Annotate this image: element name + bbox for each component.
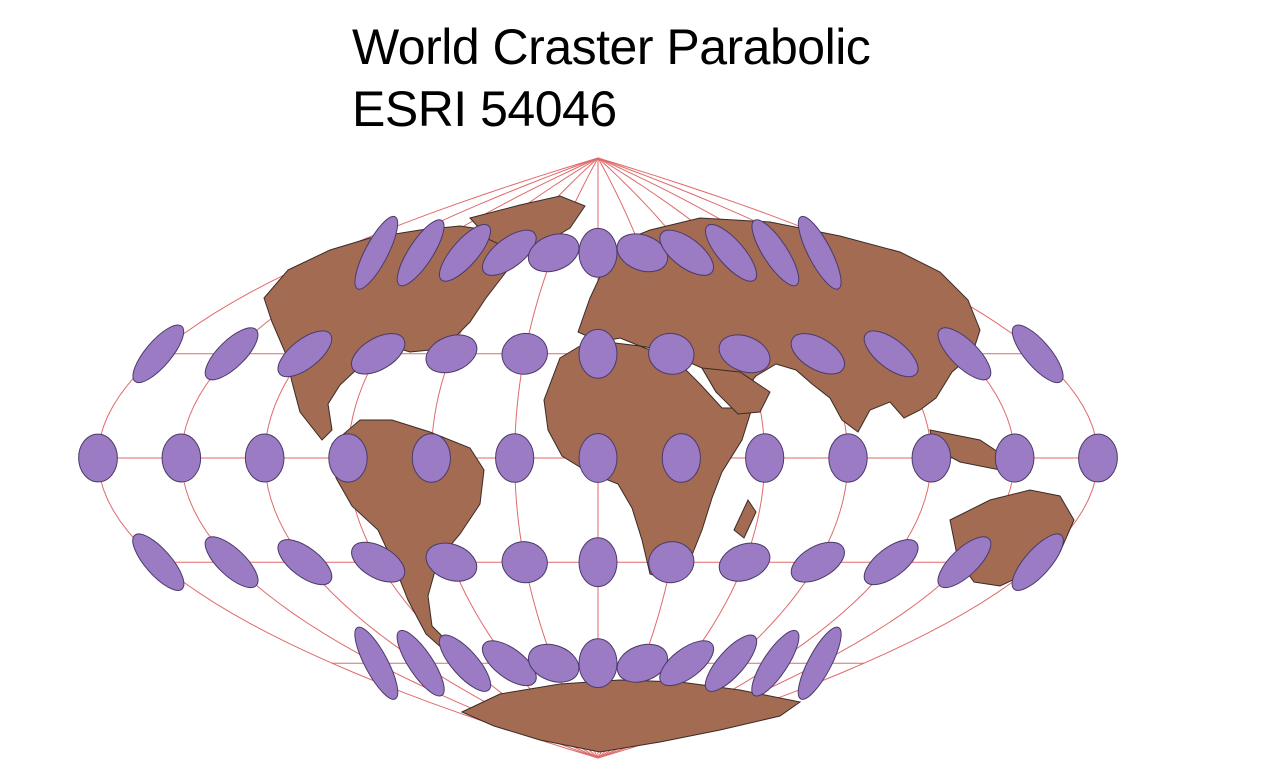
tissot-ellipse bbox=[911, 433, 952, 483]
antarctica bbox=[460, 679, 802, 753]
tissot-ellipse bbox=[578, 227, 618, 278]
tissot-ellipse bbox=[438, 223, 491, 282]
africa bbox=[543, 339, 753, 581]
tissot-ellipse bbox=[863, 539, 919, 586]
tissot-ellipse bbox=[648, 541, 695, 584]
tissot-indicatrices bbox=[78, 215, 1118, 700]
tissot-ellipse bbox=[797, 215, 842, 290]
tissot-ellipse bbox=[244, 433, 285, 483]
projection-code: ESRI 54046 bbox=[352, 81, 617, 137]
tissot-ellipse bbox=[790, 333, 845, 375]
tissot-ellipse bbox=[937, 536, 992, 589]
tissot-ellipse bbox=[438, 634, 492, 692]
tissot-ellipse bbox=[994, 433, 1035, 483]
tissot-ellipse bbox=[616, 233, 669, 273]
tissot-ellipse bbox=[396, 219, 445, 287]
tissot-ellipse bbox=[578, 433, 618, 483]
tissot-ellipse bbox=[425, 542, 478, 582]
projection-name: World Craster Parabolic bbox=[352, 19, 871, 75]
tissot-ellipse bbox=[578, 328, 618, 379]
map-title: World Craster Parabolic ESRI 54046 bbox=[352, 16, 871, 140]
tissot-ellipse bbox=[718, 334, 771, 374]
tissot-ellipse bbox=[751, 219, 800, 287]
tissot-ellipse bbox=[661, 433, 701, 483]
tissot-ellipse bbox=[797, 626, 842, 700]
tissot-ellipse bbox=[659, 640, 715, 687]
tissot-ellipse bbox=[161, 433, 202, 483]
arabia bbox=[701, 367, 771, 415]
tissot-ellipse bbox=[495, 433, 535, 483]
tissot-ellipse bbox=[1011, 324, 1064, 384]
tissot-ellipse bbox=[501, 541, 548, 584]
tissot-ellipse bbox=[354, 626, 399, 700]
tissot-ellipse bbox=[277, 330, 333, 378]
tissot-ellipse bbox=[527, 233, 580, 273]
madagascar bbox=[733, 498, 757, 539]
tissot-ellipse bbox=[132, 324, 185, 384]
tissot-ellipse bbox=[937, 327, 992, 381]
tissot-ellipse bbox=[578, 537, 618, 588]
tissot-ellipse bbox=[354, 215, 399, 290]
tissot-ellipse bbox=[1011, 533, 1064, 591]
tissot-ellipse bbox=[1078, 433, 1118, 483]
tissot-ellipse bbox=[425, 334, 478, 374]
tissot-ellipse bbox=[204, 536, 259, 589]
land-masses bbox=[263, 195, 1075, 753]
tissot-ellipse bbox=[411, 433, 451, 483]
tissot-ellipse bbox=[828, 433, 868, 483]
tissot-ellipse bbox=[351, 541, 406, 583]
tissot-ellipse bbox=[328, 433, 368, 483]
tissot-ellipse bbox=[482, 229, 537, 276]
tissot-ellipse bbox=[659, 229, 714, 276]
tissot-ellipse bbox=[578, 638, 618, 689]
tissot-ellipse bbox=[616, 643, 669, 683]
tissot-ellipse bbox=[396, 629, 445, 697]
tissot-ellipse bbox=[132, 533, 185, 591]
tissot-ellipse bbox=[527, 643, 580, 683]
tissot-ellipse bbox=[481, 640, 537, 687]
tissot-ellipse bbox=[501, 332, 548, 375]
tissot-ellipse bbox=[718, 542, 771, 582]
tissot-ellipse bbox=[204, 327, 259, 381]
tissot-ellipse bbox=[745, 433, 785, 483]
tissot-ellipse bbox=[277, 539, 333, 586]
tissot-ellipse bbox=[863, 330, 919, 378]
tissot-ellipse bbox=[705, 223, 758, 282]
tissot-ellipse bbox=[704, 634, 758, 692]
tissot-ellipse bbox=[78, 433, 118, 483]
tissot-ellipse bbox=[351, 333, 406, 375]
north-america bbox=[263, 225, 521, 441]
tissot-ellipse bbox=[790, 541, 845, 583]
tissot-ellipse bbox=[648, 332, 695, 375]
tissot-ellipse bbox=[751, 629, 800, 697]
